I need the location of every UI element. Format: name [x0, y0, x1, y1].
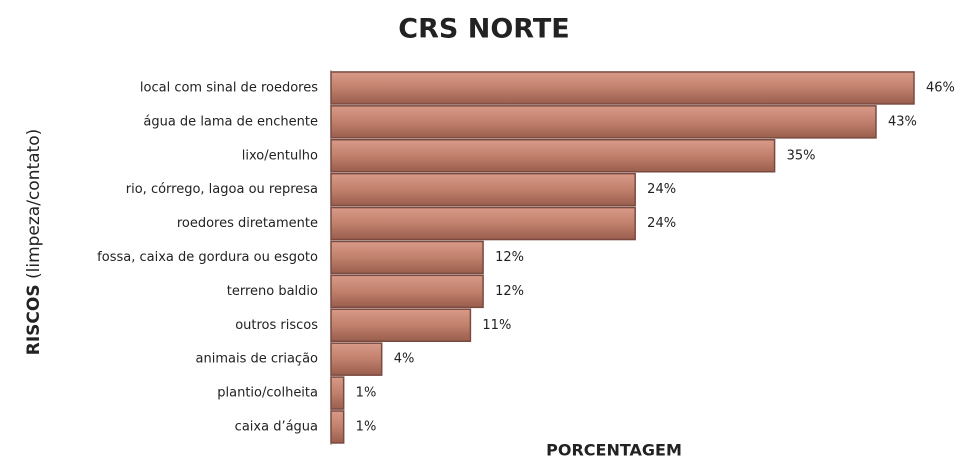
x-axis-label: PORCENTAGEM [546, 441, 682, 458]
y-tick-label: local com sinal de roedores [140, 80, 318, 95]
bar [330, 71, 915, 105]
value-label: 46% [926, 80, 955, 95]
value-label: 24% [647, 216, 676, 231]
y-tick-label: animais de criação [196, 352, 319, 367]
bar [330, 410, 345, 444]
value-label: 35% [787, 148, 816, 163]
bar [330, 308, 472, 342]
y-tick-label: água de lama de enchente [143, 114, 318, 129]
bar [330, 139, 776, 173]
value-label: 1% [356, 419, 377, 434]
y-tick-label: fossa, caixa de gordura ou esgoto [97, 250, 318, 265]
value-label: 24% [647, 182, 676, 197]
y-axis-label-rest: (limpeza/contato) [24, 129, 44, 279]
bar [330, 376, 345, 410]
bar [330, 172, 636, 207]
bar [330, 342, 383, 376]
bar [330, 274, 484, 309]
value-label: 12% [495, 250, 524, 265]
bar [330, 240, 484, 275]
y-axis-label: RISCOS (limpeza/contato) [24, 129, 44, 356]
value-label: 1% [356, 386, 377, 401]
value-label: 12% [495, 284, 524, 299]
y-tick-label: plantio/colheita [217, 386, 318, 401]
y-tick-label: outros riscos [235, 318, 318, 333]
chart-title: CRS NORTE [398, 14, 569, 45]
y-axis-label-bold: RISCOS [24, 284, 44, 355]
y-tick-label: roedores diretamente [177, 216, 318, 231]
y-tick-label: terreno baldio [227, 284, 318, 299]
value-label: 4% [394, 352, 415, 367]
y-tick-label: caixa d’água [235, 419, 318, 434]
value-label: 43% [888, 114, 917, 129]
value-label: 11% [482, 318, 511, 333]
bar [330, 206, 636, 241]
bar [330, 105, 877, 139]
y-tick-label: lixo/entulho [242, 148, 318, 163]
y-tick-label: rio, córrego, lagoa ou represa [126, 182, 318, 197]
